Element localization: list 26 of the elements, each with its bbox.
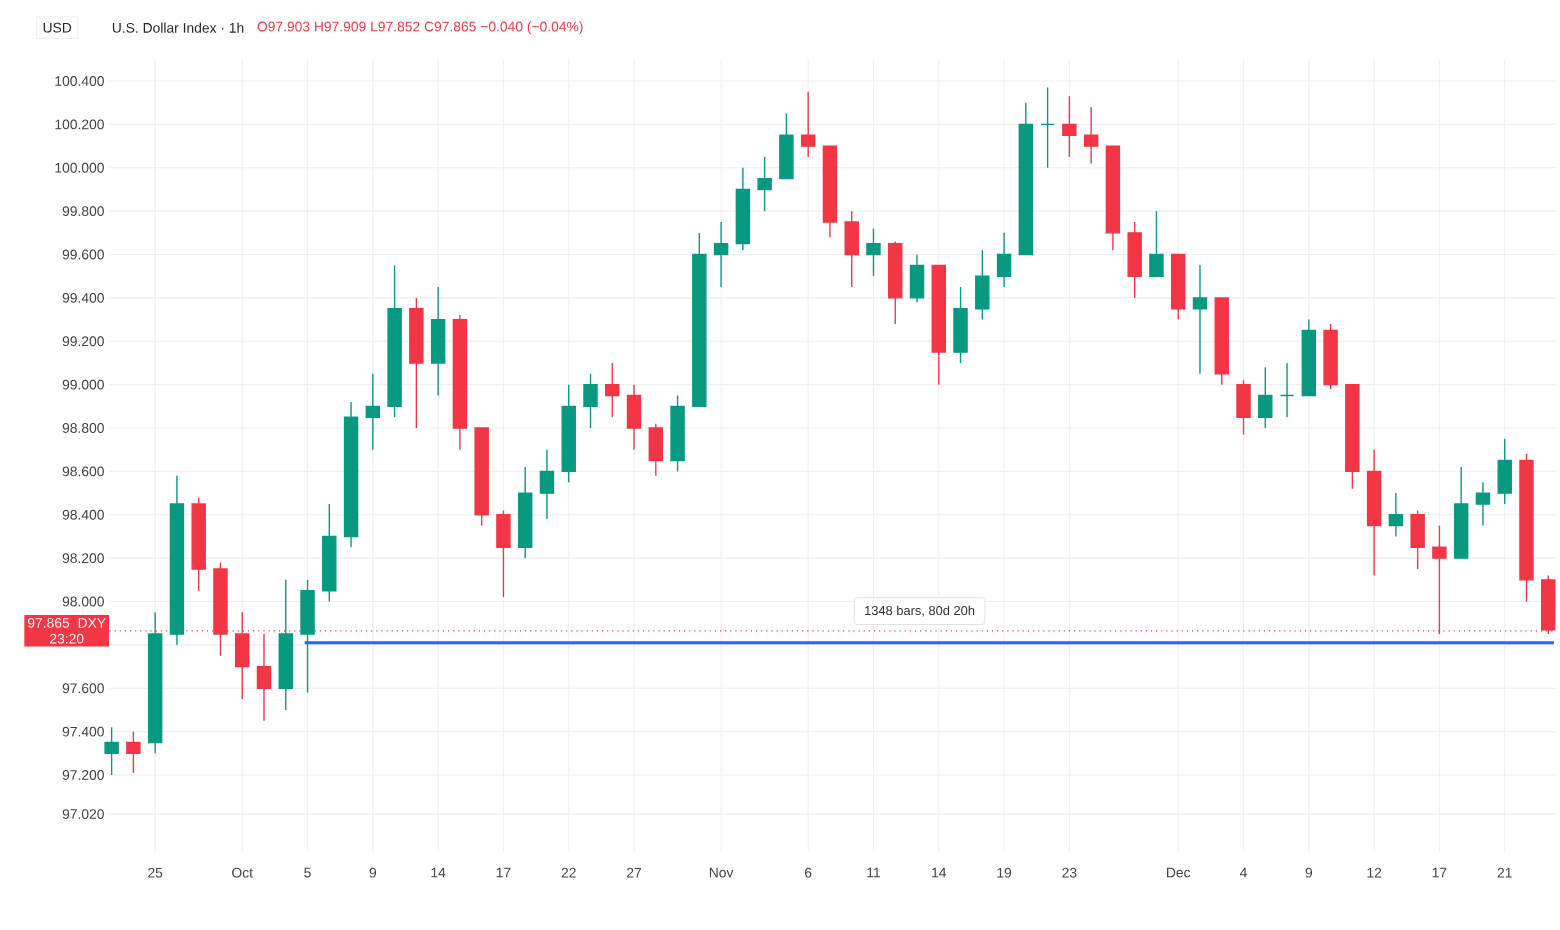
- candlestick: [147, 611, 163, 755]
- candlestick: [800, 91, 816, 158]
- candlestick: [1062, 95, 1077, 158]
- candlestick: [365, 373, 381, 451]
- candlestick: [1475, 481, 1491, 527]
- candlestick: [996, 232, 1012, 288]
- candlestick: [1040, 86, 1055, 169]
- candlestick: [343, 401, 359, 548]
- candlestick: [713, 221, 729, 288]
- candlestick: [909, 253, 925, 303]
- candlestick: [256, 633, 272, 722]
- candlestick: [169, 475, 185, 646]
- candlestick: [757, 156, 772, 212]
- candlestick: [1083, 106, 1099, 165]
- candlestick: [1279, 362, 1295, 418]
- candlestick: [1366, 448, 1382, 577]
- candlestick: [278, 579, 293, 711]
- candlestick: [539, 448, 555, 520]
- candlestick: [735, 167, 751, 251]
- candlestick: [626, 383, 642, 451]
- candlestick: [452, 314, 468, 451]
- candlestick: [1388, 492, 1404, 538]
- candlestick: [1192, 264, 1208, 375]
- candlestick: [1432, 524, 1447, 635]
- candlestick: [605, 362, 620, 418]
- candlestick: [430, 286, 446, 397]
